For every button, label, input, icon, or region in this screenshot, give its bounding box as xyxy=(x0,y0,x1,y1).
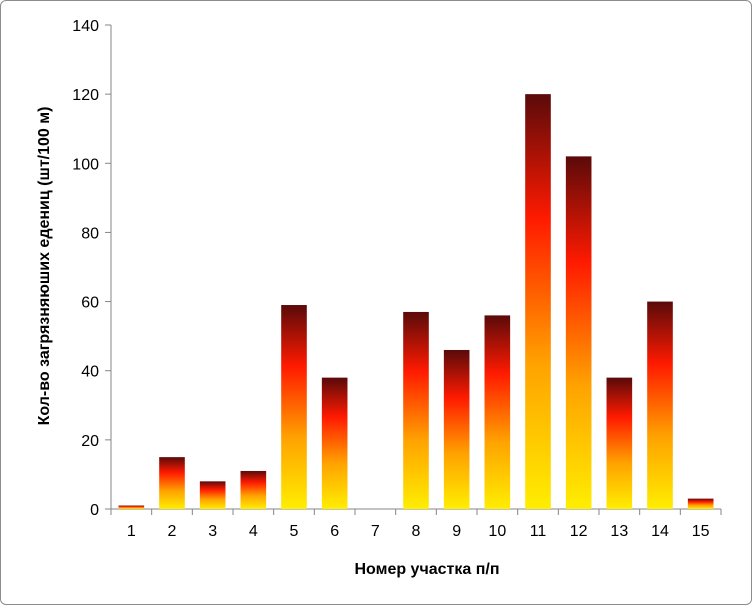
x-tick-label: 10 xyxy=(488,523,506,540)
x-axis-title: Номер участка п/п xyxy=(354,561,499,578)
x-tick-label: 1 xyxy=(127,523,136,540)
y-tick-label: 20 xyxy=(81,433,99,450)
y-tick-label: 40 xyxy=(81,364,99,381)
x-tick-label: 14 xyxy=(651,523,669,540)
x-tick-label: 9 xyxy=(452,523,461,540)
bar-14 xyxy=(647,301,673,509)
bar-4 xyxy=(240,470,267,509)
bar-8 xyxy=(403,311,429,509)
x-tick-label: 3 xyxy=(208,523,217,540)
x-tick-label: 5 xyxy=(290,523,299,540)
y-tick-label: 120 xyxy=(72,87,99,104)
x-tick-label: 12 xyxy=(570,523,588,540)
x-tick-label: 13 xyxy=(610,523,628,540)
x-tick-label: 6 xyxy=(330,523,339,540)
y-tick-label: 100 xyxy=(72,156,99,173)
bar-9 xyxy=(443,349,470,509)
x-tick-label: 11 xyxy=(530,523,547,540)
bar-5 xyxy=(281,305,307,509)
x-tick-labels: 1 2 3 4 5 6 7 8 9 10 11 12 13 14 15 xyxy=(127,523,710,540)
bar-12 xyxy=(565,156,592,509)
bar-11 xyxy=(525,94,551,510)
y-tick-label: 140 xyxy=(72,18,99,35)
y-tick-label: 0 xyxy=(90,502,99,519)
y-tick-labels: 0 20 40 60 80 100 120 140 xyxy=(72,18,99,519)
bar-10 xyxy=(484,315,511,509)
x-tick-label: 15 xyxy=(692,523,710,540)
y-tick-label: 80 xyxy=(81,225,99,242)
x-tick-label: 8 xyxy=(412,523,421,540)
x-tick-label: 2 xyxy=(168,523,177,540)
bars xyxy=(118,94,714,510)
bar-1 xyxy=(118,505,145,509)
bar-2 xyxy=(159,457,185,509)
x-tick-label: 7 xyxy=(371,523,380,540)
bar-3 xyxy=(199,481,226,509)
bar-6 xyxy=(321,377,348,509)
bar-13 xyxy=(606,377,633,509)
bar-15 xyxy=(687,498,714,509)
y-axis-title: Кол-во загрязняюших едениц (шт/100 м) xyxy=(36,107,53,426)
y-tick-label: 60 xyxy=(81,295,99,312)
x-tick-label: 4 xyxy=(249,523,258,540)
